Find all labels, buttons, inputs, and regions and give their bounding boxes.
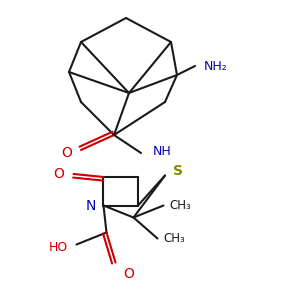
Text: HO: HO: [48, 241, 68, 254]
Text: N: N: [85, 199, 96, 212]
Text: O: O: [54, 167, 64, 181]
Text: S: S: [172, 164, 182, 178]
Text: O: O: [123, 267, 134, 281]
Text: NH₂: NH₂: [204, 59, 228, 73]
Text: NH: NH: [153, 145, 172, 158]
Text: CH₃: CH₃: [164, 232, 185, 245]
Text: CH₃: CH₃: [169, 199, 191, 212]
Text: O: O: [61, 146, 72, 160]
